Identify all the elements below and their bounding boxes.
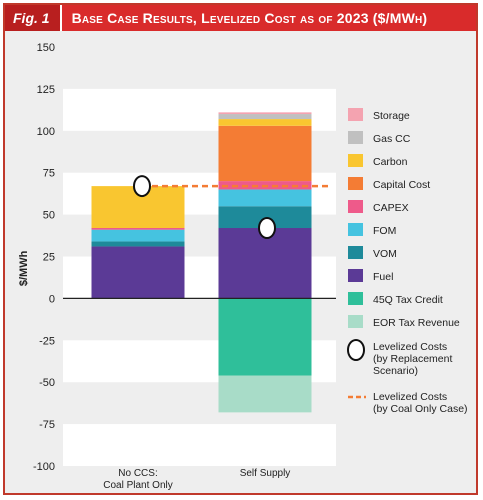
legend-label: Gas CC [373, 133, 411, 145]
legend-label: Fuel [373, 271, 393, 283]
bar-segment [218, 125, 312, 182]
bar-segment [218, 112, 312, 115]
levelized-cost-chart: 150 125 100 75 50 25 0 -25 -50 -75 -100 $/MWh No CCS… [18, 42, 468, 491]
levelized-cost-marker [258, 217, 276, 240]
bar-segment [91, 241, 185, 247]
bar-segment [218, 114, 312, 120]
y-tick-label: 125 [37, 84, 55, 96]
legend-label: Carbon [373, 156, 408, 168]
y-tick-label: 100 [37, 126, 55, 138]
figure-number: Fig. 1 [5, 5, 62, 31]
y-tick-label: 0 [49, 293, 55, 305]
legend-swatch [348, 131, 363, 144]
bar-segment [218, 375, 312, 413]
grid-band [63, 424, 336, 466]
y-axis-label: $/MWh [18, 250, 30, 286]
legend-label: FOM [373, 225, 396, 237]
legend-label: Levelized Costs (by Replacement Scenario) [373, 341, 452, 377]
legend-swatch [348, 223, 363, 236]
levelized-cost-marker [133, 175, 151, 198]
y-tick-label: 150 [37, 42, 55, 54]
legend-label: VOM [373, 248, 397, 260]
legend-swatch [348, 154, 363, 167]
legend-label: Capital Cost [373, 179, 430, 191]
y-tick-label: -100 [33, 461, 55, 473]
y-tick-label: -25 [39, 335, 55, 347]
y-tick-label: -75 [39, 419, 55, 431]
legend-label: Levelized Costs (by Coal Only Case) [373, 391, 468, 415]
bar-segment [218, 228, 312, 299]
bar-segment [91, 228, 185, 230]
legend-swatch [348, 269, 363, 282]
bar-segment [218, 119, 312, 126]
figure-header: Fig. 1 Base Case Results, Levelized Cost… [5, 5, 476, 31]
bar-segment [91, 246, 185, 299]
legend-label: Storage [373, 110, 410, 122]
legend-swatch [348, 200, 363, 213]
bar-segment [91, 229, 185, 242]
category-label: Self Supply [240, 468, 291, 479]
legend-swatch [348, 108, 363, 121]
legend-label: EOR Tax Revenue [373, 317, 460, 329]
category-label: No CCS: Coal Plant Only [103, 468, 172, 491]
y-tick-label: 75 [43, 168, 55, 180]
bar-segment [218, 298, 312, 376]
figure-title: Base Case Results, Levelized Cost as of … [71, 10, 428, 26]
legend-label: CAPEX [373, 202, 409, 214]
legend-marker-icon [347, 339, 365, 361]
y-tick-label: -50 [39, 377, 55, 389]
legend-swatch [348, 292, 363, 305]
bar-segment [218, 189, 312, 207]
legend-swatch [348, 246, 363, 259]
bar-segment [218, 206, 312, 229]
y-tick-label: 50 [43, 210, 55, 222]
figure-frame: Fig. 1 Base Case Results, Levelized Cost… [3, 3, 478, 495]
legend-swatch [348, 177, 363, 190]
legend-swatch [348, 315, 363, 328]
legend-label: 45Q Tax Credit [373, 294, 443, 306]
y-tick-label: 25 [43, 252, 55, 264]
